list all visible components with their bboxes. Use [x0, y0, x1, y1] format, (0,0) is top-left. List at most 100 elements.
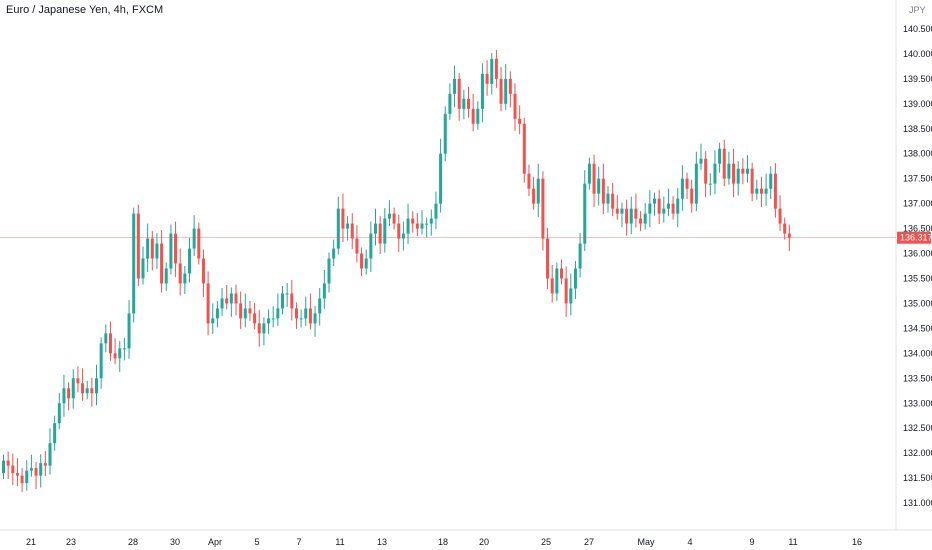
candle-body-up: [188, 248, 191, 274]
last-price-label: 136.317: [900, 233, 932, 243]
candle-body-up: [243, 308, 247, 319]
candle-body-down: [34, 468, 38, 476]
candle-body-down: [378, 223, 382, 244]
candle-body-up: [406, 218, 410, 234]
candle-body-up: [118, 348, 122, 359]
candle-body-down: [564, 278, 568, 304]
candle-body-down: [518, 118, 522, 124]
candle-body-down: [508, 78, 512, 94]
time-tick-label: 18: [438, 537, 448, 547]
candle-body-up: [606, 193, 610, 204]
candle-body-up: [708, 183, 712, 185]
candle-body-down: [15, 473, 19, 476]
candle-body-up: [62, 388, 66, 404]
candle-body-down: [634, 208, 638, 219]
chart-title: Euro / Japanese Yen, 4h, FXCM: [6, 4, 164, 16]
candle-body-up: [476, 108, 480, 124]
candle-body-up: [680, 178, 684, 199]
candle-body-up: [267, 318, 271, 324]
price-tick-label: 140.500: [903, 24, 932, 34]
candle-body-up: [127, 313, 131, 349]
candle-body-up: [699, 158, 703, 164]
candle-body-up: [620, 208, 624, 214]
candle-body-down: [234, 293, 238, 304]
candle-body-down: [160, 243, 164, 284]
candle-body-up: [736, 168, 740, 184]
candle-body-up: [276, 308, 280, 319]
candle-body-up: [169, 233, 173, 269]
time-tick-label: 7: [296, 537, 301, 547]
candle-body-down: [471, 108, 475, 124]
candle-body-down: [113, 353, 117, 359]
candle-body-down: [457, 78, 461, 109]
candle-body-down: [527, 173, 531, 189]
candle-body-down: [601, 178, 605, 204]
candle-body-up: [694, 163, 698, 204]
candle-body-up: [462, 98, 466, 109]
candle-body-down: [174, 233, 178, 264]
candle-body-up: [597, 178, 601, 194]
candle-body-up: [132, 213, 136, 314]
candle-body-down: [253, 313, 257, 324]
candle-body-up: [71, 378, 75, 399]
candle-body-down: [685, 178, 689, 189]
candle-body-up: [569, 288, 573, 304]
candle-body-up: [327, 258, 331, 284]
candle-body-up: [374, 223, 377, 234]
candle-body-down: [615, 208, 619, 214]
candle-body-up: [727, 163, 731, 179]
candle-body-up: [653, 198, 656, 204]
candles-layer: [2, 49, 791, 493]
price-tick-label: 137.000: [903, 199, 932, 209]
candle-body-up: [490, 58, 494, 84]
time-axis[interactable]: 21 23 28 30 Apr 5 7 11 13 18 20 25 27 May 4 9 11 16: [26, 537, 862, 547]
candle-body-up: [573, 268, 577, 289]
candle-body-up: [425, 223, 429, 225]
candle-body-up: [229, 293, 233, 304]
candle-body-up: [364, 258, 368, 269]
price-tick-label: 132.500: [903, 423, 932, 433]
candle-body-down: [546, 238, 550, 279]
time-tick-label: 13: [377, 537, 387, 547]
last-price-tag: [897, 231, 931, 244]
time-tick-label: 11: [335, 537, 344, 547]
candle-body-down: [239, 303, 243, 319]
price-tick-label: 134.000: [903, 348, 932, 358]
price-tick-label: 138.500: [903, 124, 932, 134]
candle-body-down: [43, 463, 47, 466]
candle-body-up: [271, 318, 275, 320]
price-axis[interactable]: 131.000 131.500 132.000 132.500 133.000 133.5…: [903, 24, 932, 508]
time-tick-label: 20: [479, 537, 489, 547]
candle-body-up: [439, 153, 443, 204]
price-tick-label: 132.000: [903, 448, 932, 458]
candle-body-down: [560, 268, 563, 279]
candle-body-up: [401, 233, 405, 239]
candle-body-up: [648, 203, 652, 214]
candle-body-down: [225, 298, 229, 304]
price-tick-label: 131.500: [903, 473, 932, 483]
candle-body-up: [383, 218, 387, 244]
time-tick-label: 11: [788, 537, 797, 547]
candle-body-up: [57, 403, 61, 424]
candle-body-down: [415, 223, 419, 229]
candle-body-down: [206, 283, 210, 324]
candle-body-up: [662, 208, 666, 214]
candle-body-up: [755, 188, 759, 194]
candle-body-down: [150, 238, 154, 259]
candle-body-up: [281, 293, 284, 309]
candle-body-up: [718, 148, 722, 164]
candle-body-up: [122, 348, 126, 350]
candle-body-down: [411, 218, 415, 224]
price-tick-label: 133.000: [903, 398, 932, 408]
candle-body-up: [304, 308, 308, 319]
candle-body-up: [299, 318, 303, 320]
candle-body-down: [201, 258, 205, 284]
time-tick-label: 23: [66, 537, 76, 547]
candle-body-up: [322, 283, 326, 299]
time-tick-label: May: [637, 537, 655, 547]
candle-body-down: [355, 238, 359, 254]
candle-body-down: [392, 213, 396, 224]
time-tick-label: 25: [541, 537, 551, 547]
price-tick-label: 135.000: [903, 298, 932, 308]
